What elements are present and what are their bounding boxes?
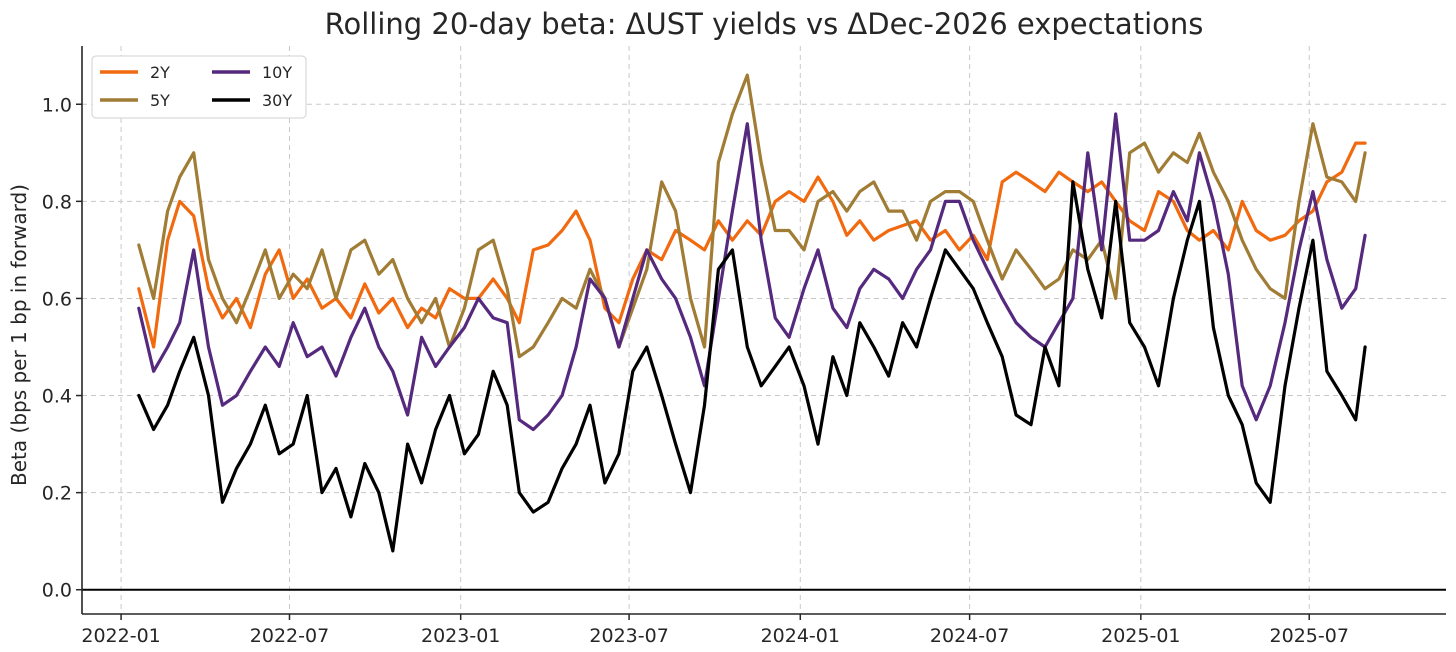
grid — [82, 46, 1446, 614]
y-tick-label: 0.0 — [42, 580, 72, 602]
y-tick-label: 0.2 — [42, 483, 72, 505]
legend-label: 5Y — [150, 91, 170, 110]
series-line-2y — [137, 141, 1367, 349]
x-tick-label: 2024-01 — [761, 625, 840, 647]
chart-title: Rolling 20-day beta: ΔUST yields vs ΔDec… — [325, 7, 1204, 41]
x-tick-label: 2022-01 — [81, 625, 160, 647]
y-tick-label: 0.8 — [42, 191, 72, 213]
x-tick-label: 2025-01 — [1101, 625, 1180, 647]
x-ticks: 2022-01 2022-07 2023-01 2023-07 2024-01 2024-… — [81, 614, 1349, 647]
y-tick-label: 0.4 — [42, 386, 72, 408]
y-tick-label: 0.6 — [42, 288, 72, 310]
x-tick-label: 2023-01 — [421, 625, 500, 647]
axes — [81, 46, 1446, 615]
y-ticks: 0.0 0.2 0.4 0.6 0.8 1.0 — [42, 94, 82, 602]
x-tick-label: 2023-07 — [589, 625, 668, 647]
series-line-5y — [137, 73, 1367, 359]
series-lines — [137, 73, 1367, 553]
legend-box — [91, 55, 307, 119]
y-axis-label: Beta (bps per 1 bp in forward) — [7, 184, 31, 486]
x-tick-label: 2022-07 — [250, 625, 329, 647]
series-line-30y — [137, 180, 1367, 553]
x-tick-label: 2025-07 — [1270, 625, 1349, 647]
legend-label: 10Y — [262, 63, 292, 82]
series-line-10y — [137, 112, 1367, 432]
legend-label: 30Y — [262, 91, 292, 110]
x-tick-label: 2024-07 — [930, 625, 1009, 647]
y-tick-label: 1.0 — [42, 94, 72, 116]
legend: 2Y 5Y 10Y 30Y — [91, 55, 307, 119]
legend-label: 2Y — [150, 63, 170, 82]
